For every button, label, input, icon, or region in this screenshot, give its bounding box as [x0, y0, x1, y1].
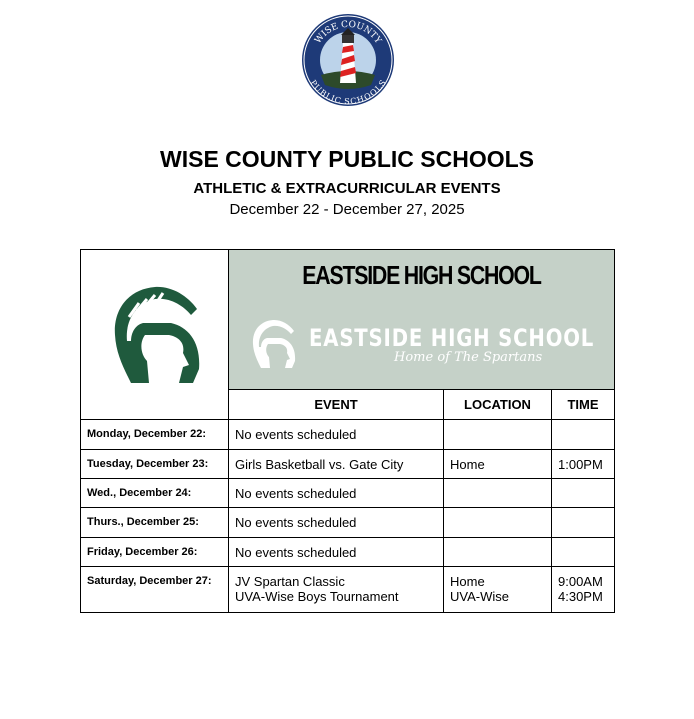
table-row: Wed., December 24: No events scheduled — [80, 478, 615, 508]
events-table: EASTSIDE HIGH SCHOOL EASTSIDE HIGH SCHOO… — [80, 249, 615, 613]
spartan-helmet-icon — [114, 286, 199, 383]
column-header-location: LOCATION — [443, 389, 552, 420]
table-row: Monday, December 22: No events scheduled — [80, 419, 615, 450]
table-row: Tuesday, December 23: Girls Basketball vs… — [80, 449, 615, 479]
date-range: December 22 - December 27, 2025 — [229, 201, 465, 218]
school-name: EASTSIDE HIGH SCHOOL — [302, 260, 542, 290]
page-subtitle: ATHLETIC & EXTRACURRICULAR EVENTS — [193, 180, 501, 197]
table-row: Thurs., December 25: No events scheduled — [80, 507, 615, 538]
banner-school-name: EASTSIDE HIGH SCHOOL — [309, 323, 595, 352]
school-banner: EASTSIDE HIGH SCHOOL EASTSIDE HIGH SCHOO… — [228, 249, 615, 390]
page-title: WISE COUNTY PUBLIC SCHOOLS — [160, 146, 534, 172]
table-row: Saturday, December 27: JV Spartan Classi… — [80, 566, 615, 613]
spartan-helmet-white-icon — [252, 319, 296, 368]
column-header-time: TIME — [551, 389, 615, 420]
table-row: Friday, December 26: No events scheduled — [80, 537, 615, 567]
column-header-event: EVENT — [228, 389, 444, 420]
wise-county-logo: WISE COUNTY PUBLIC SCHOOLS — [302, 14, 394, 106]
banner-tagline: Home of The Spartans — [394, 349, 543, 365]
spartan-logo-cell — [80, 249, 229, 420]
